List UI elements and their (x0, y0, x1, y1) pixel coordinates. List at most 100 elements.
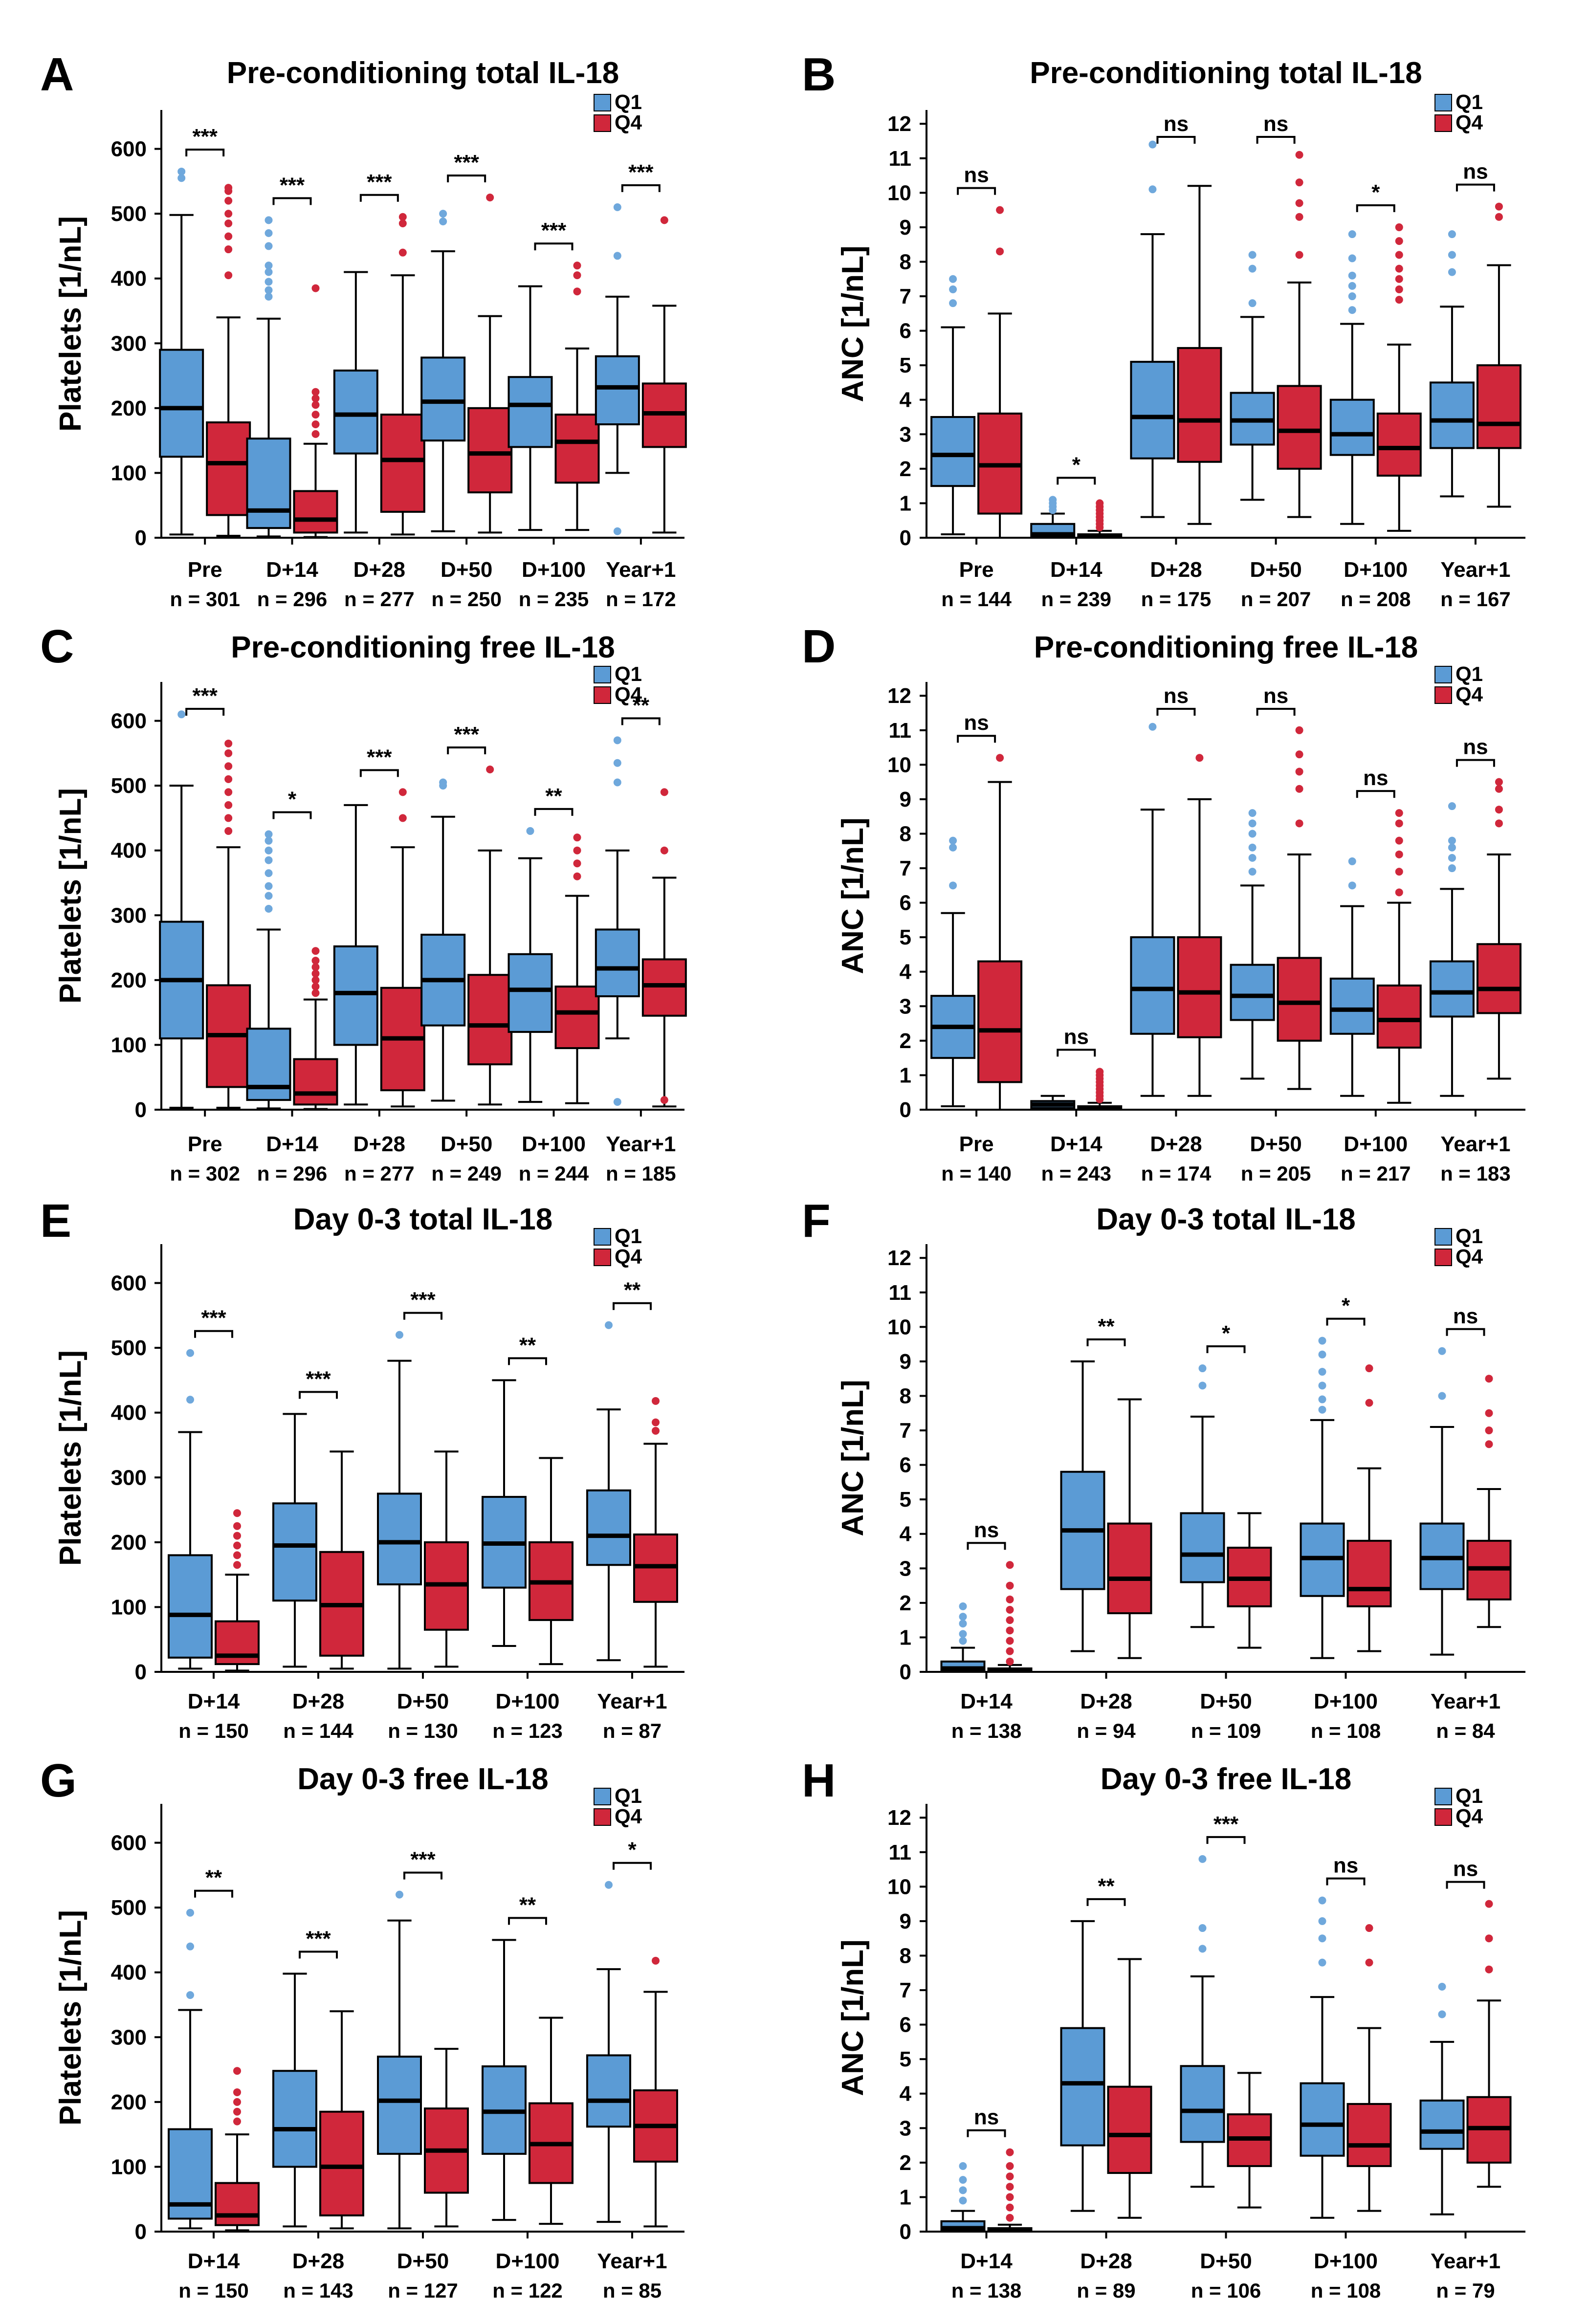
outlier-point (265, 229, 273, 237)
significance-label: ns (964, 163, 989, 187)
legend-label-q4: Q4 (1456, 1245, 1483, 1268)
outlier-point (1395, 223, 1403, 231)
x-tick-label: D+100 (496, 2249, 560, 2273)
outlier-point (1395, 850, 1403, 858)
outlier-point (224, 210, 233, 218)
box-iqr (272, 2070, 317, 2168)
outlier-point (224, 775, 233, 783)
outlier-point (1395, 285, 1403, 293)
outlier-point (224, 749, 233, 757)
outlier-point (1295, 819, 1303, 828)
outlier-point (486, 765, 494, 773)
significance-label: ns (974, 2105, 999, 2129)
outlier-point (1318, 1381, 1326, 1390)
sample-size-label: n = 239 (1041, 588, 1111, 611)
significance-label: * (1072, 453, 1081, 477)
outlier-point (1438, 1392, 1446, 1400)
outlier-point (311, 983, 320, 991)
sample-size-label: n = 87 (603, 1719, 662, 1742)
y-tick-label: 2 (900, 457, 911, 481)
box-q1-0 (940, 2162, 986, 2233)
outlier-point (1485, 1440, 1493, 1448)
outlier-point (660, 1096, 668, 1104)
box-q4-0 (987, 1561, 1033, 1673)
significance-bracket (359, 194, 399, 202)
outlier-point (1248, 251, 1257, 259)
box-iqr (507, 376, 553, 448)
box-iqr (168, 1554, 213, 1659)
outlier-point (224, 788, 233, 796)
x-tick-label: Pre (959, 558, 994, 582)
box-q4-3 (1346, 1364, 1392, 1652)
y-tick-label: 6 (900, 1453, 911, 1477)
outlier-point (949, 843, 957, 852)
outlier-point (1006, 2148, 1014, 2156)
outlier-point (613, 759, 621, 767)
x-tick-label: D+50 (397, 2249, 449, 2273)
box-q1-5 (595, 736, 640, 1106)
box-q4-0 (215, 1509, 260, 1672)
outlier-point (652, 1956, 660, 1965)
outlier-point (1348, 292, 1356, 301)
outlier-point (1195, 754, 1204, 762)
outlier-point (233, 1522, 241, 1530)
box-q1-4 (586, 1881, 631, 2223)
box-q1-1 (246, 216, 291, 538)
sample-size-label: n = 185 (606, 1162, 676, 1185)
significance-label: *** (454, 151, 479, 175)
legend-swatch-q1 (594, 1788, 611, 1805)
sample-size-label: n = 172 (606, 588, 676, 611)
outlier-point (1295, 726, 1303, 734)
significance-label: ** (1098, 1315, 1115, 1338)
panel-letter: A (40, 48, 74, 101)
sample-size-label: n = 277 (344, 588, 415, 611)
significance-bracket (957, 187, 996, 195)
y-tick-label: 200 (111, 2090, 147, 2114)
sample-size-label: n = 250 (431, 588, 502, 611)
outlier-point (1438, 1347, 1446, 1355)
box-iqr (467, 407, 513, 494)
significance-label: ns (1064, 1025, 1089, 1049)
box-q1-3 (1230, 809, 1275, 1080)
y-tick-label: 7 (900, 285, 911, 308)
panel-title: Day 0-3 total IL-18 (293, 1203, 553, 1236)
box-iqr (380, 414, 425, 513)
y-tick-label: 8 (900, 1384, 911, 1408)
outlier-point (311, 401, 320, 409)
significance-bracket (1326, 1317, 1366, 1326)
box-iqr (1300, 2082, 1345, 2157)
box-q4-2 (1227, 1512, 1272, 1649)
outlier-point (265, 869, 273, 877)
outlier-point (265, 846, 273, 855)
box-q4-0 (206, 184, 251, 537)
outlier-point (526, 827, 534, 835)
y-tick-label: 5 (900, 1488, 911, 1512)
significance-bracket (957, 735, 996, 743)
box-iqr (1346, 1539, 1392, 1607)
legend-label-q1: Q1 (615, 1225, 642, 1248)
outlier-point (398, 219, 407, 228)
sample-size-label: n = 108 (1311, 1719, 1381, 1742)
y-tick-label: 8 (900, 1944, 911, 1968)
significance-label: *** (201, 1306, 226, 1330)
x-tick-label: D+100 (522, 1132, 586, 1156)
significance-bracket (621, 184, 661, 192)
box-iqr (246, 1028, 291, 1101)
y-axis-label: ANC [1/nL] (836, 1380, 870, 1536)
significance-label: ** (624, 1278, 641, 1302)
outlier-point (1198, 1924, 1207, 1932)
legend-label-q1: Q1 (1456, 1225, 1483, 1248)
box-q1-1 (1060, 1920, 1105, 2212)
box-q1-2 (1180, 1855, 1225, 2188)
sample-size-label: n = 296 (257, 1162, 328, 1185)
x-tick-label: D+28 (1080, 2249, 1132, 2273)
outlier-point (613, 778, 621, 787)
legend-label-q1: Q1 (615, 1784, 642, 1807)
outlier-point (224, 739, 233, 747)
outlier-point (959, 1602, 967, 1610)
outlier-point (265, 268, 273, 276)
outlier-point (311, 420, 320, 428)
box-q4-0 (206, 739, 251, 1109)
y-tick-label: 0 (900, 1098, 911, 1122)
panel-d: D Pre-conditioning free IL-18 ANC [1/nL] 0 1… (802, 620, 1525, 1185)
